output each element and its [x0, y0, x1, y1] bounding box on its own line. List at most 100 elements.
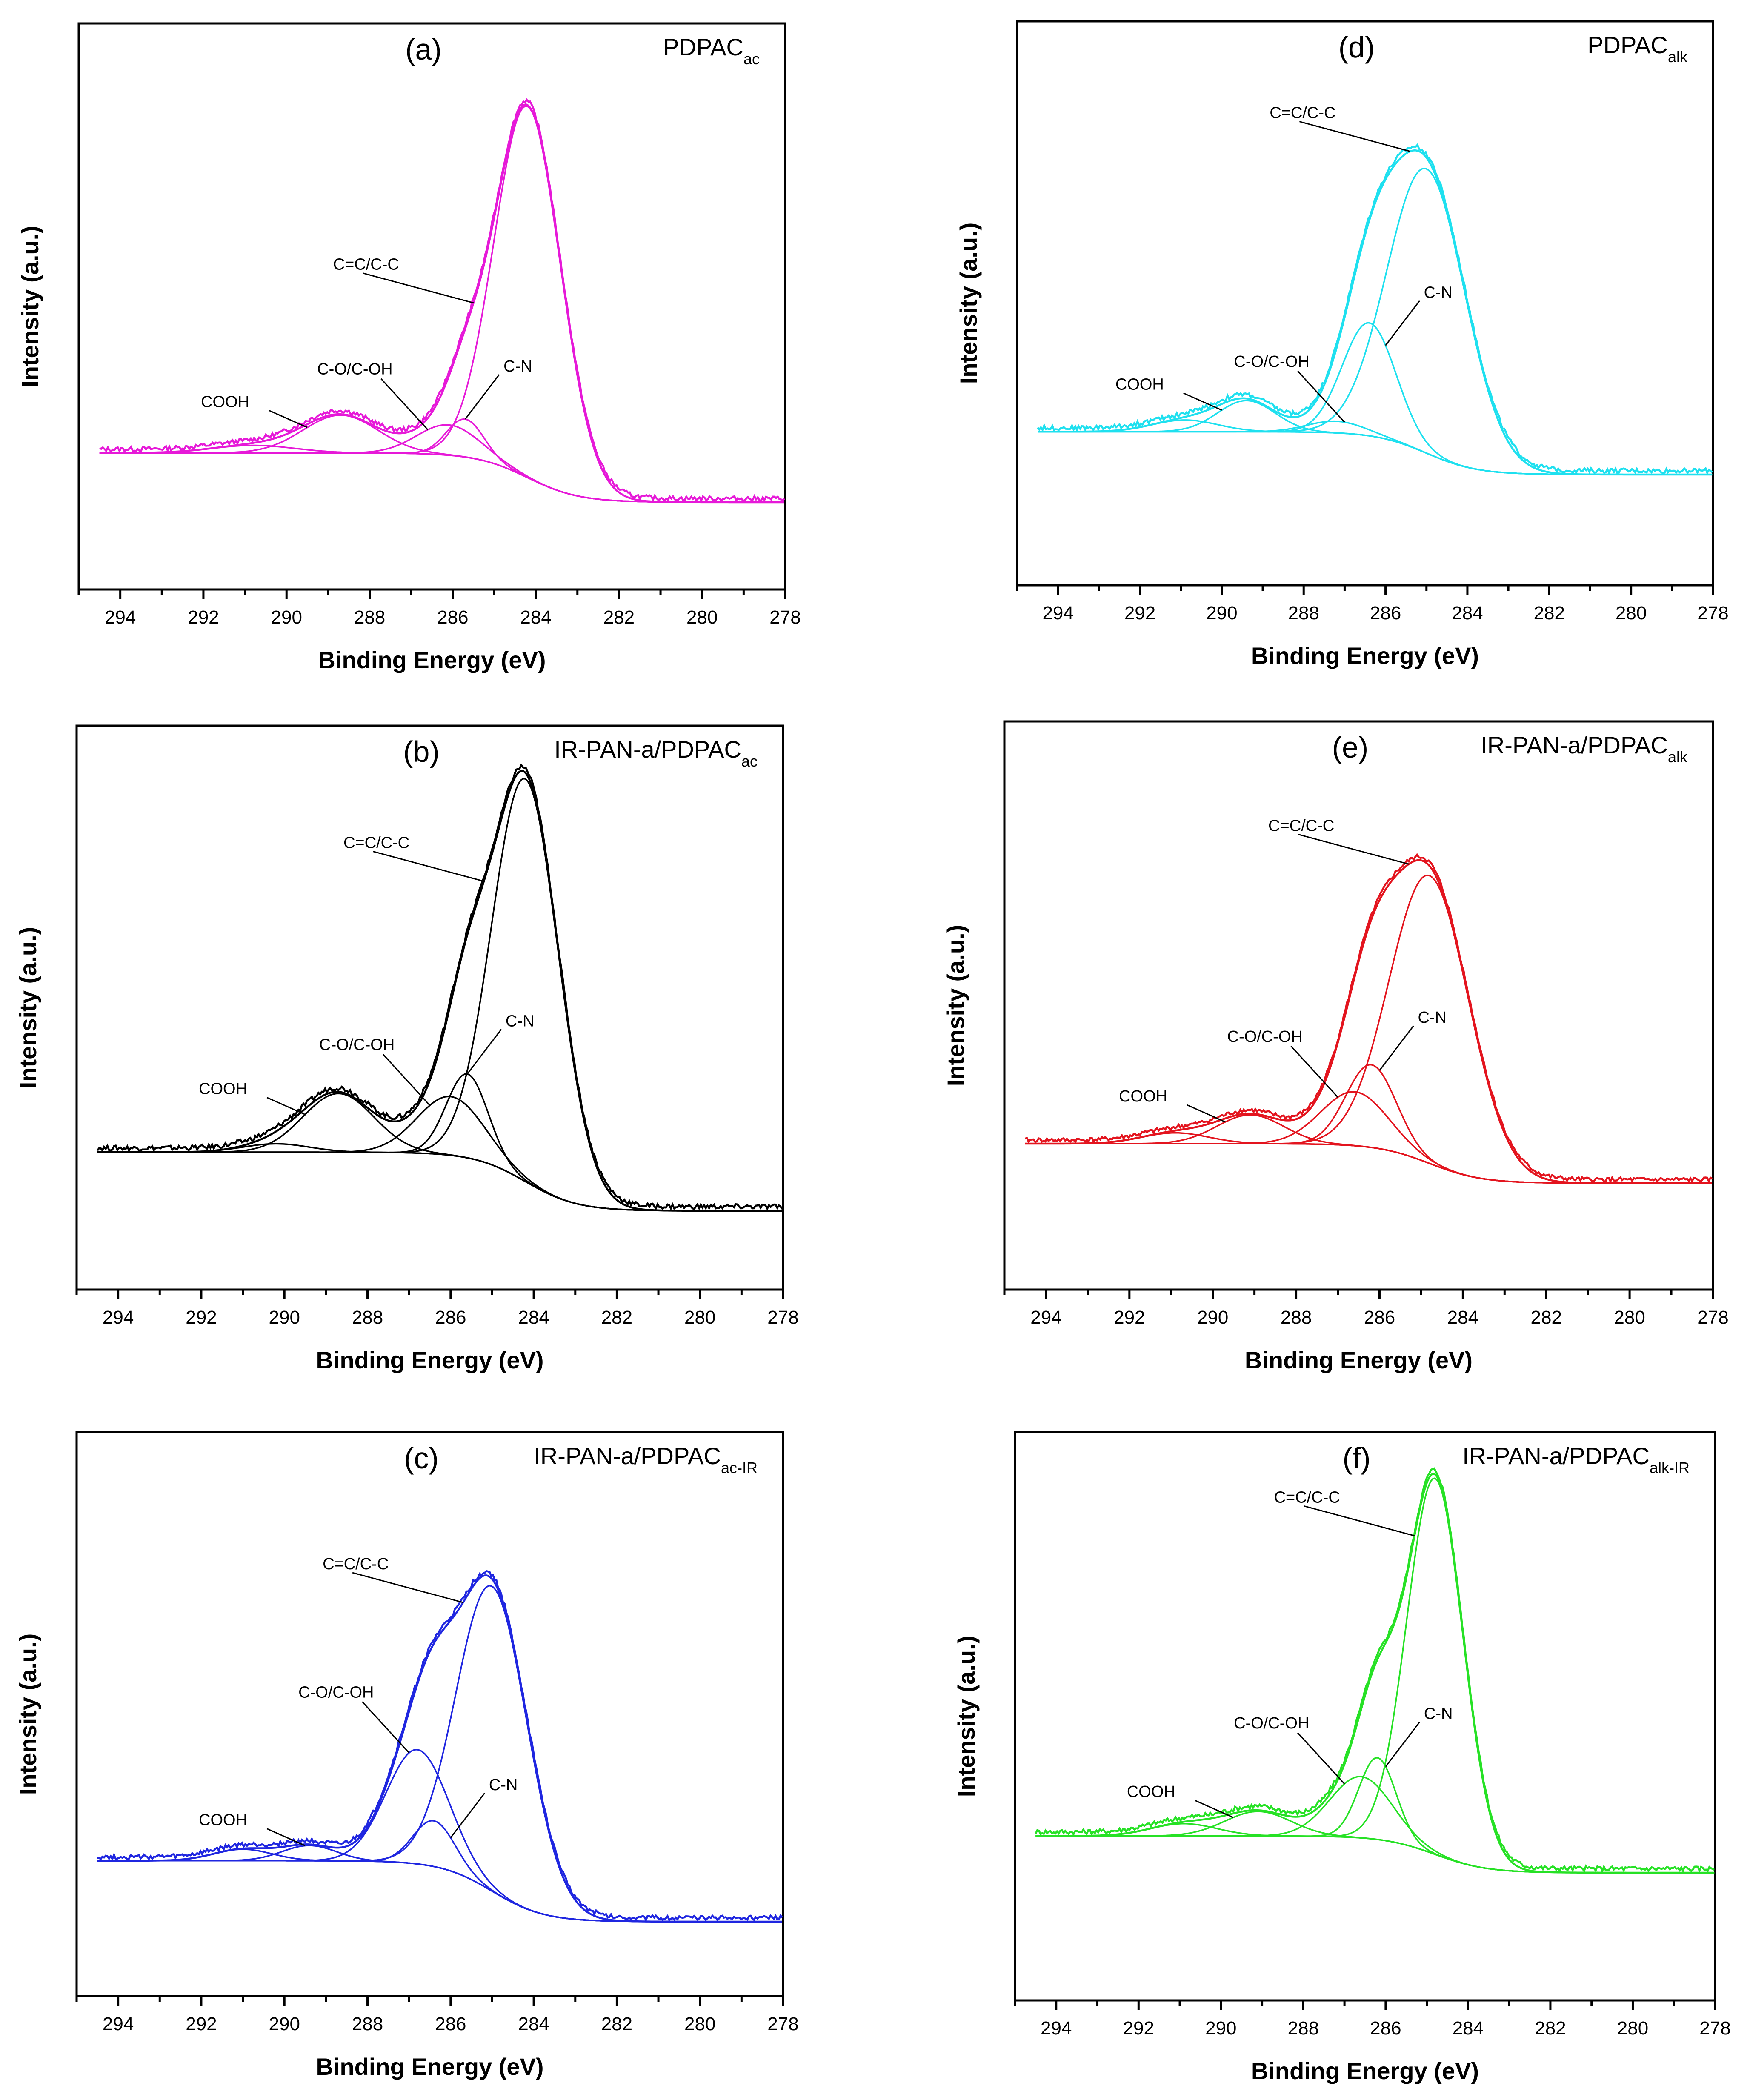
- x-tick-label: 294: [1030, 1307, 1061, 1328]
- label-leader: [1379, 1025, 1414, 1071]
- sample-name: PDPACac: [663, 34, 760, 68]
- label-leader: [450, 1792, 486, 1838]
- component-c-n: [97, 1820, 782, 1923]
- sample-name-base: IR-PAN-a/PDPAC: [1462, 1442, 1650, 1469]
- panel-label: (e): [1332, 731, 1369, 764]
- peak-label: COOH: [199, 1080, 247, 1098]
- x-tick-label: 288: [354, 607, 385, 628]
- plot-frame: [1016, 20, 1714, 587]
- x-tick-label: 292: [186, 1307, 217, 1328]
- plot-frame: [77, 22, 786, 591]
- panel-b: 294 292 290 288 286 284 282 280 278 Binding Energ…: [14, 724, 799, 1373]
- x-tick-label: 280: [1614, 1307, 1645, 1328]
- panel-label: (d): [1338, 31, 1375, 64]
- peak-label: C-O/C-OH: [298, 1683, 374, 1701]
- x-tick-label: 288: [1288, 2018, 1319, 2039]
- component-c-o-c-oh: [97, 1749, 782, 1923]
- fitted-envelope: [1035, 1473, 1715, 1874]
- component-c-o-c-oh: [1038, 420, 1713, 475]
- x-tick-label: 294: [103, 2014, 134, 2034]
- sample-name-subscript: ac: [743, 50, 760, 68]
- peak-label: C=C/C-C: [333, 256, 399, 274]
- x-tick-label: 290: [1205, 2018, 1236, 2039]
- peak-label: C=C/C-C: [1268, 817, 1334, 835]
- peak-label: C-N: [506, 1012, 535, 1030]
- x-tick-label: 280: [686, 607, 718, 628]
- x-tick-label: 290: [271, 607, 302, 628]
- peak-label: C-O/C-OH: [1234, 353, 1309, 371]
- x-tick-label: 282: [601, 1307, 632, 1328]
- plot-frame: [75, 724, 784, 1291]
- fitted-envelope: [1038, 149, 1713, 476]
- raw-spectrum: [97, 1570, 783, 1923]
- peak-label: COOH: [201, 393, 249, 411]
- x-tick-label: 278: [767, 1307, 798, 1328]
- y-axis-label: Intensity (a.u.): [17, 226, 43, 387]
- plot-frame: [1014, 1431, 1716, 2002]
- x-axis-label: Binding Energy (eV): [1245, 1347, 1473, 1373]
- fitted-envelope: [1025, 859, 1712, 1184]
- x-tick-label: 280: [684, 2014, 715, 2034]
- sample-name-subscript: alk: [1668, 748, 1688, 766]
- label-leader: [352, 1572, 463, 1603]
- label-leader: [1187, 1104, 1226, 1123]
- x-tick-label: 278: [1697, 1307, 1728, 1328]
- raw-spectrum: [1025, 853, 1713, 1184]
- y-axis-label: Intensity (a.u.): [953, 1636, 980, 1797]
- panel-label: (f): [1342, 1442, 1370, 1475]
- x-tick-label: 286: [1364, 1307, 1395, 1328]
- fitted-envelope: [99, 103, 784, 504]
- panel-label: (b): [403, 735, 440, 768]
- x-tick-label: 288: [1281, 1307, 1312, 1328]
- sample-name: IR-PAN-a/PDPACalk-IR: [1462, 1442, 1690, 1476]
- x-tick-label: 284: [518, 2014, 549, 2034]
- peak-label: COOH: [1115, 376, 1164, 394]
- peak-label: C=C/C-C: [323, 1555, 389, 1573]
- x-tick-label: 282: [601, 2014, 632, 2034]
- label-leader: [362, 1701, 410, 1754]
- x-tick-label: 292: [186, 2014, 217, 2034]
- label-leader: [373, 851, 484, 882]
- sample-name: IR-PAN-a/PDPACac-IR: [534, 1442, 758, 1476]
- raw-spectrum: [1037, 143, 1713, 475]
- fitted-envelope: [97, 1574, 782, 1923]
- x-axis-label: Binding Energy (eV): [318, 647, 546, 673]
- x-tick-label: 282: [1535, 2018, 1566, 2039]
- sample-name-subscript: alk-IR: [1650, 1459, 1690, 1476]
- sample-name-subscript: ac: [741, 752, 758, 770]
- peak-label: C-N: [489, 1776, 518, 1794]
- x-tick-label: 278: [1697, 603, 1728, 624]
- x-tick-label: 284: [1447, 1307, 1478, 1328]
- x-tick-label: 292: [1124, 603, 1155, 624]
- x-axis-label: Binding Energy (eV): [1251, 642, 1479, 669]
- x-tick-label: 284: [520, 607, 551, 628]
- sample-name-base: PDPAC: [1587, 31, 1668, 58]
- label-leader: [1299, 121, 1410, 152]
- label-leader: [382, 1054, 431, 1106]
- sample-name: IR-PAN-a/PDPACalk: [1481, 732, 1688, 766]
- component-cooh: [1038, 400, 1713, 475]
- plot-frame: [1003, 720, 1714, 1291]
- label-leader: [1297, 370, 1345, 423]
- y-axis-label: Intensity (a.u.): [942, 925, 969, 1087]
- x-tick-label: 286: [1370, 603, 1401, 624]
- component-c-c-c-c: [1038, 167, 1713, 475]
- label-leader: [269, 409, 308, 428]
- sample-name: PDPACalk: [1587, 31, 1688, 66]
- component-c-n: [1038, 322, 1713, 475]
- x-tick-label: 286: [435, 1307, 466, 1328]
- component-c-n: [1025, 1064, 1712, 1184]
- peak-label: C-O/C-OH: [319, 1036, 395, 1054]
- x-tick-label: 292: [1114, 1307, 1145, 1328]
- label-leader: [1290, 1045, 1338, 1098]
- x-tick-label: 286: [435, 2014, 466, 2034]
- panel-d: 294 292 290 288 286 284 282 280 278 Binding Energ…: [955, 20, 1729, 669]
- peak-label: COOH: [199, 1811, 247, 1829]
- panel-label: (c): [404, 1442, 439, 1475]
- x-tick-label: 288: [1288, 603, 1319, 624]
- peak-label: C-O/C-OH: [1227, 1028, 1303, 1046]
- x-tick-label: 292: [1123, 2018, 1154, 2039]
- component-c-n: [1035, 1757, 1715, 1874]
- label-leader: [1304, 1505, 1415, 1536]
